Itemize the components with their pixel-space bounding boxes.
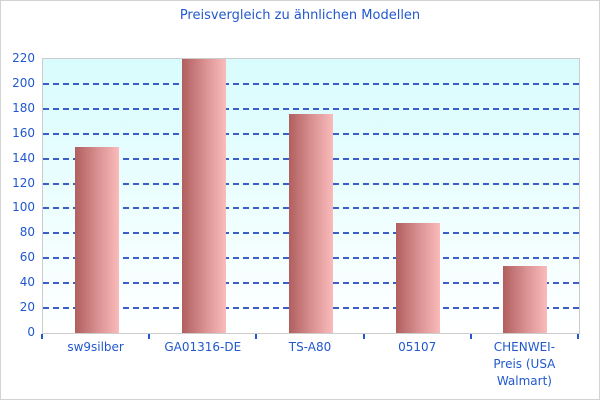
y-tick-label: 80 (19, 225, 35, 240)
y-tick-label: 180 (12, 100, 35, 115)
y-tick-label: 120 (12, 175, 35, 190)
y-tick-label: 0 (27, 325, 35, 339)
x-category-label: TS-A80 (288, 340, 332, 354)
y-tick-label: 220 (12, 51, 35, 65)
x-axis-tick (362, 334, 365, 339)
x-axis-tick (41, 334, 43, 339)
x-axis-tick (577, 334, 579, 339)
y-tick-label: 100 (12, 200, 35, 215)
x-category-label: sw9silber (67, 340, 124, 354)
bar (181, 59, 226, 333)
gridline (43, 82, 579, 85)
y-tick-label: 40 (19, 275, 35, 290)
bar (74, 147, 119, 333)
bar (503, 266, 548, 333)
x-category-label: CHENWEI- Preis (USA Walmart) (493, 340, 556, 388)
x-axis-tick (469, 334, 472, 339)
plot-area (42, 58, 580, 334)
chart-title: Preisvergleich zu ähnlichen Modellen (179, 8, 421, 23)
x-category-label: 05107 (398, 340, 437, 354)
bar (396, 223, 441, 333)
bar (289, 114, 333, 333)
x-axis-tick (255, 334, 258, 339)
x-axis-tick (148, 334, 151, 339)
y-tick-label: 20 (19, 300, 35, 315)
y-tick-label: 140 (12, 150, 35, 165)
y-tick-label: 160 (12, 125, 35, 140)
x-category-label: GA01316-DE (164, 340, 242, 354)
y-tick-label: 200 (12, 75, 35, 90)
y-tick-label: 60 (19, 250, 35, 265)
gridline (43, 107, 579, 110)
